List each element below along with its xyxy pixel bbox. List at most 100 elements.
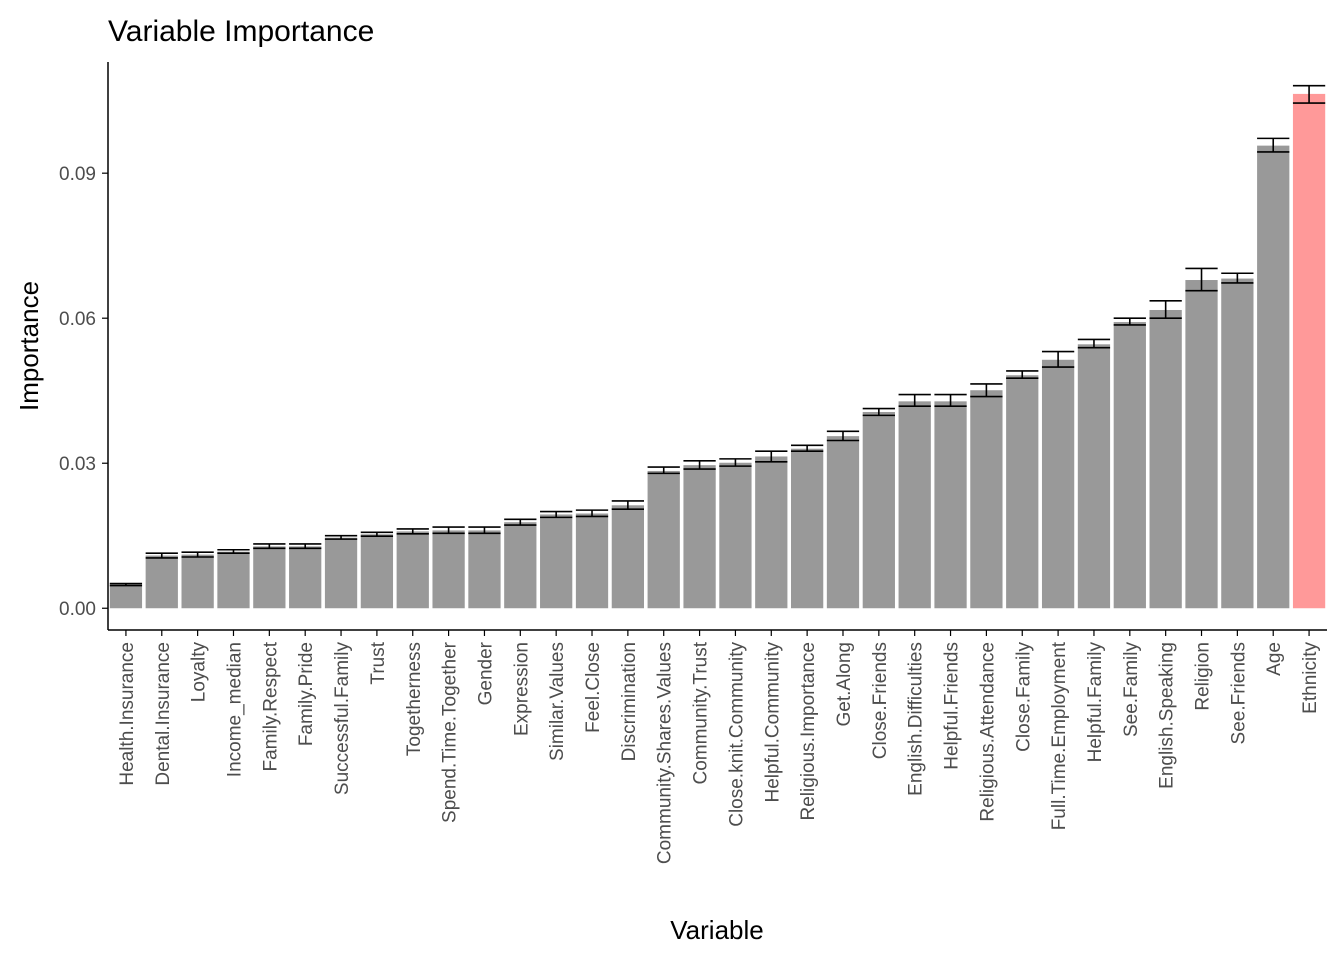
x-tick-label: Discrimination xyxy=(619,642,640,761)
error-bar xyxy=(1185,267,1218,292)
x-tick-label: Health.Insurance xyxy=(117,642,138,786)
bar-successful-family xyxy=(324,537,358,609)
error-bar xyxy=(575,509,609,518)
bar-religious-attendance xyxy=(970,390,1003,609)
error-bar xyxy=(396,528,429,535)
error-bar xyxy=(970,383,1003,398)
error-bar xyxy=(719,458,752,467)
error-bar xyxy=(145,552,178,559)
bar-helpful-friends xyxy=(934,401,967,609)
x-tick-label: Get.Along xyxy=(834,642,855,727)
bar-english-difficulties xyxy=(898,401,931,609)
error-bar xyxy=(862,407,895,417)
error-bar xyxy=(1149,300,1182,320)
bar-gender xyxy=(468,530,501,609)
bar-see-friends xyxy=(1221,278,1254,609)
x-tick-label: Similar.Values xyxy=(547,642,568,761)
x-tick-label: Full.Time.Employment xyxy=(1049,641,1070,830)
x-tick-label: Family.Respect xyxy=(260,641,281,771)
bar-see-family xyxy=(1113,322,1146,609)
error-bar xyxy=(934,393,967,407)
error-bar xyxy=(181,551,214,558)
error-bar xyxy=(1006,370,1039,379)
error-bar xyxy=(540,510,573,519)
bar-togetherness xyxy=(396,531,429,609)
x-tick-label: See.Family xyxy=(1121,642,1142,738)
bar-english-speaking xyxy=(1149,309,1182,609)
error-bar xyxy=(1257,137,1290,153)
bars-group xyxy=(109,93,1326,609)
x-tick-label: Successful.Family xyxy=(332,642,353,796)
error-bar xyxy=(790,444,824,452)
y-tick-label: 0.09 xyxy=(59,164,96,185)
y-tick-label: 0.06 xyxy=(59,309,96,330)
error-bar xyxy=(826,430,860,442)
error-bar xyxy=(432,526,465,535)
x-axis-title: Variable xyxy=(670,915,763,945)
x-tick-label: Ethnicity xyxy=(1300,642,1321,714)
error-bars-group xyxy=(109,84,1326,587)
bar-feel-close xyxy=(575,513,609,609)
x-tick-label: See.Friends xyxy=(1228,642,1249,744)
chart-title: Variable Importance xyxy=(108,15,374,48)
error-bar xyxy=(1113,317,1146,326)
x-tick-label: Trust xyxy=(368,641,389,684)
x-tick-label: Helpful.Friends xyxy=(942,642,963,770)
x-tick-label: Gender xyxy=(475,641,496,705)
bar-get-along xyxy=(826,436,860,609)
bar-similar-values xyxy=(540,514,573,609)
bar-helpful-community xyxy=(755,456,788,609)
x-tick-label: Income_median xyxy=(224,642,245,777)
bar-religion xyxy=(1185,280,1218,609)
error-bar xyxy=(683,460,716,470)
bar-spend-time-together xyxy=(432,530,465,609)
x-tick-label: Helpful.Family xyxy=(1085,642,1106,763)
bar-age xyxy=(1257,145,1290,609)
x-tick-label: Spend.Time.Together xyxy=(440,641,461,823)
x-tick-label: Age xyxy=(1264,642,1285,676)
x-tick-label: Togetherness xyxy=(404,642,425,756)
error-bar xyxy=(289,543,322,550)
x-tick-label: English.Difficulties xyxy=(906,642,927,796)
x-tick-label: Religious.Importance xyxy=(798,642,819,820)
bar-family-respect xyxy=(253,546,286,609)
bar-religious-importance xyxy=(790,448,824,609)
bar-close-knit-community xyxy=(719,462,752,609)
bar-full-time-employment xyxy=(1041,359,1075,609)
x-tick-label: Feel.Close xyxy=(583,642,604,733)
error-bar xyxy=(611,500,645,510)
bar-close-family xyxy=(1006,375,1039,609)
x-tick-label: Community.Trust xyxy=(691,641,712,784)
error-bar xyxy=(324,534,358,540)
bar-health-insurance xyxy=(109,584,143,609)
x-tick-label: Religious.Attendance xyxy=(977,642,998,822)
y-axis-title: Importance xyxy=(14,281,44,411)
bar-loyalty xyxy=(181,554,214,609)
x-tick-label: Religion xyxy=(1193,642,1214,711)
x-tick-label: Close.knit.Community xyxy=(726,642,747,827)
x-tick-label: Family.Pride xyxy=(296,642,317,746)
bar-ethnicity xyxy=(1292,93,1326,609)
x-tick-label: Dental.Insurance xyxy=(153,642,174,786)
bar-close-friends xyxy=(862,411,895,609)
bar-community-shares-values xyxy=(647,470,680,609)
error-bar xyxy=(217,548,250,554)
x-tick-label: Close.Friends xyxy=(870,642,891,759)
bar-family-pride xyxy=(289,546,322,609)
bar-dental-insurance xyxy=(145,555,178,609)
error-bar xyxy=(755,450,788,463)
error-bar xyxy=(1221,272,1254,284)
bar-trust xyxy=(360,534,394,609)
bar-discrimination xyxy=(611,505,645,609)
error-bar xyxy=(898,393,931,407)
x-tick-label: Community.Shares.Values xyxy=(655,642,676,864)
y-axis-ticks: 0.00 0.03 0.06 0.09 xyxy=(59,164,108,620)
x-tick-label: Helpful.Community xyxy=(762,642,783,803)
x-tick-label: Expression xyxy=(511,642,532,736)
error-bar xyxy=(504,518,537,526)
bar-income-median xyxy=(217,551,250,609)
error-bar xyxy=(647,466,680,475)
error-bar xyxy=(468,526,501,535)
error-bar xyxy=(360,531,394,538)
bar-helpful-family xyxy=(1077,344,1111,609)
